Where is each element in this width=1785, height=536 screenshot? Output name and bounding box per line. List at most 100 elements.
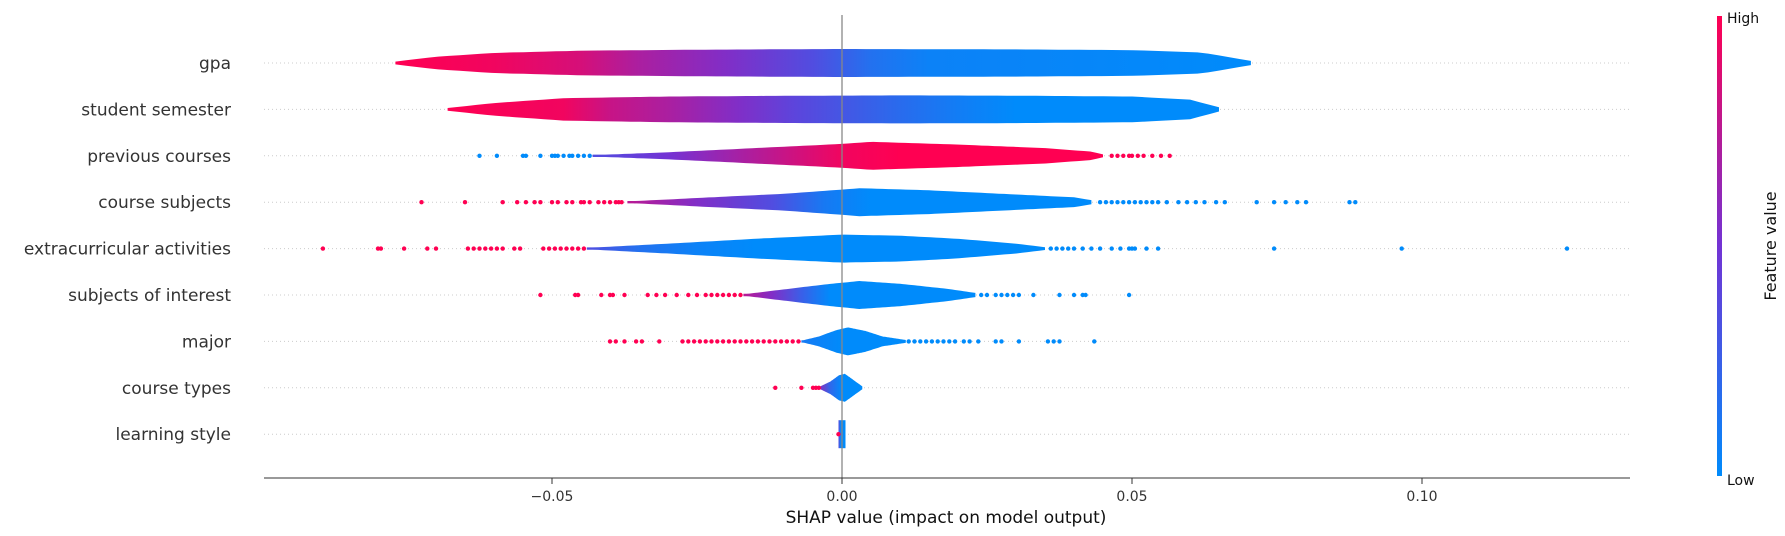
feature-row: subjects of interest (68, 281, 1632, 309)
outlier-point (538, 200, 543, 205)
outlier-point (532, 200, 537, 205)
outlier-point (1115, 200, 1120, 205)
outlier-point (906, 339, 911, 344)
feature-row: previous courses (87, 141, 1632, 170)
outlier-point (517, 246, 523, 251)
violin-shape (592, 141, 1103, 170)
feature-label: extracurricular activities (24, 240, 231, 260)
outlier-point (1150, 200, 1155, 205)
outlier-point (1103, 200, 1109, 205)
outlier-point (433, 246, 439, 251)
outlier-point (1141, 153, 1146, 158)
x-tick-label: 0.05 (1116, 489, 1147, 505)
feature-label: major (182, 332, 231, 352)
outlier-point (401, 246, 407, 251)
outlier-point (1129, 153, 1135, 158)
outlier-point (570, 200, 575, 205)
outlier-point (1126, 200, 1132, 205)
violin-shape (801, 327, 906, 356)
outlier-point (575, 153, 581, 158)
outlier-point (1089, 246, 1094, 251)
outlier-point (1109, 153, 1114, 158)
outlier-point (378, 246, 384, 251)
feature-row: extracurricular activities (24, 234, 1632, 263)
outlier-point (570, 246, 575, 251)
outlier-point (1271, 246, 1277, 251)
outlier-point (1184, 200, 1190, 205)
outlier-point (767, 339, 772, 344)
outlier-point (961, 339, 966, 344)
outlier-point (575, 246, 581, 251)
outlier-point (607, 200, 613, 205)
outlier-point (726, 339, 732, 344)
outlier-point (1109, 200, 1114, 205)
outlier-point (967, 339, 972, 344)
outlier-point (976, 339, 981, 344)
feature-row: gpa (199, 49, 1632, 77)
outlier-point (1155, 200, 1161, 205)
outlier-point (570, 153, 575, 158)
outlier-point (662, 292, 668, 298)
outlier-point (749, 339, 755, 344)
outlier-point (1071, 292, 1077, 298)
outlier-point (738, 292, 743, 298)
x-tick-label: 0.00 (826, 489, 857, 505)
outlier-point (639, 339, 645, 344)
outlier-point (720, 339, 726, 344)
outlier-point (1071, 246, 1077, 251)
outlier-point (477, 153, 482, 158)
outlier-point (1031, 292, 1036, 298)
outlier-point (538, 292, 543, 298)
outlier-point (709, 292, 714, 298)
outlier-point (1213, 200, 1219, 205)
outlier-point (610, 292, 616, 298)
feature-label: gpa (199, 54, 231, 74)
outlier-point (1121, 153, 1126, 158)
outlier-point (1564, 246, 1570, 251)
outlier-point (1193, 200, 1199, 205)
outlier-point (465, 246, 471, 251)
violin-shape (818, 373, 863, 402)
outlier-point (836, 432, 841, 437)
outlier-point (952, 339, 958, 344)
feature-row: learning style (115, 420, 1632, 449)
outlier-point (993, 339, 998, 344)
outlier-point (500, 246, 505, 251)
outlier-point (494, 153, 500, 158)
outlier-point (999, 339, 1004, 344)
outlier-point (1144, 200, 1149, 205)
feature-label: course subjects (98, 193, 231, 213)
outlier-point (564, 200, 569, 205)
outlier-point (1132, 246, 1138, 251)
outlier-point (555, 153, 560, 158)
outlier-point (541, 246, 546, 251)
colorbar-high-label: High (1727, 11, 1759, 27)
outlier-point (419, 200, 424, 205)
outlier-point (654, 292, 659, 298)
outlier-point (1202, 200, 1207, 205)
outlier-point (947, 339, 952, 344)
outlier-point (581, 153, 587, 158)
outlier-point (1080, 246, 1085, 251)
outlier-point (555, 200, 560, 205)
outlier-point (1118, 246, 1123, 251)
feature-row: student semester (81, 95, 1632, 124)
outlier-point (715, 292, 720, 298)
outlier-point (703, 339, 708, 344)
outlier-point (738, 339, 743, 344)
outlier-point (941, 339, 946, 344)
outlier-point (999, 292, 1004, 298)
outlier-point (596, 200, 601, 205)
outlier-point (1135, 153, 1141, 158)
feature-row: course subjects (98, 188, 1632, 217)
outlier-point (587, 153, 592, 158)
feature-label: student semester (81, 100, 231, 120)
outlier-point (923, 339, 929, 344)
outlier-point (1051, 339, 1056, 344)
outlier-point (1016, 339, 1022, 344)
outlier-point (558, 246, 563, 251)
outlier-point (575, 292, 581, 298)
outlier-point (1155, 246, 1161, 251)
outlier-point (1054, 246, 1059, 251)
